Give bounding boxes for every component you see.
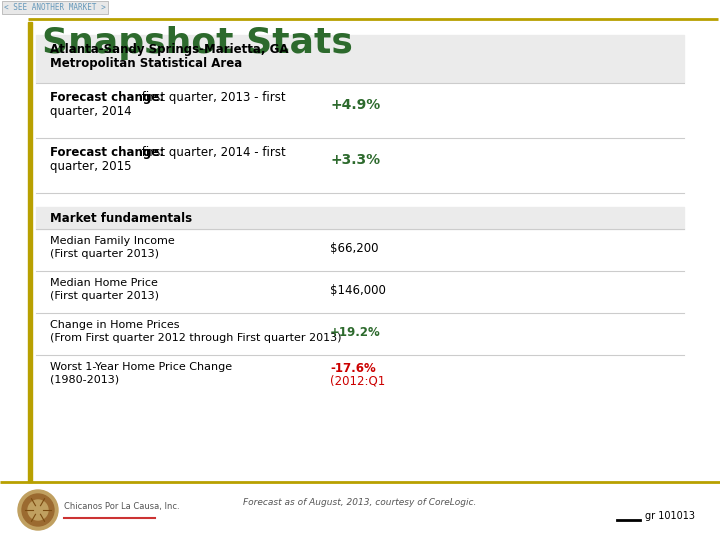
Text: Atlanta-Sandy Springs-Marietta, GA: Atlanta-Sandy Springs-Marietta, GA [50, 43, 289, 56]
Text: Snapshot Stats: Snapshot Stats [42, 26, 353, 60]
Text: (First quarter 2013): (First quarter 2013) [50, 291, 159, 301]
Bar [36, 207, 684, 229]
Text: $146,000: $146,000 [330, 284, 386, 297]
Text: (1980-2013): (1980-2013) [50, 375, 119, 385]
Text: -17.6%: -17.6% [330, 362, 376, 375]
Text: Change in Home Prices: Change in Home Prices [50, 320, 179, 330]
Text: (2012:Q1: (2012:Q1 [330, 375, 385, 388]
Text: $66,200: $66,200 [330, 242, 379, 255]
Text: (First quarter 2013): (First quarter 2013) [50, 249, 159, 259]
Text: +4.9%: +4.9% [330, 98, 380, 112]
Bar [36, 35, 684, 82]
Text: Metropolitan Statistical Area: Metropolitan Statistical Area [50, 57, 242, 70]
Text: < SEE ANOTHER MARKET >: < SEE ANOTHER MARKET > [4, 3, 106, 12]
Text: Chicanos Por La Causa, Inc.: Chicanos Por La Causa, Inc. [64, 503, 179, 511]
Text: Forecast change:: Forecast change: [50, 91, 164, 104]
Text: Worst 1-Year Home Price Change: Worst 1-Year Home Price Change [50, 362, 232, 372]
Text: quarter, 2014: quarter, 2014 [50, 105, 132, 118]
Text: quarter, 2015: quarter, 2015 [50, 160, 132, 173]
Text: +19.2%: +19.2% [330, 326, 381, 339]
Text: Median Home Price: Median Home Price [50, 278, 158, 288]
Text: first quarter, 2014 - first: first quarter, 2014 - first [138, 146, 286, 159]
Circle shape [18, 490, 58, 530]
Circle shape [22, 494, 54, 526]
Text: first quarter, 2013 - first: first quarter, 2013 - first [138, 91, 286, 104]
Text: Forecast as of August, 2013, courtesy of CoreLogic.: Forecast as of August, 2013, courtesy of… [243, 498, 477, 507]
Text: Forecast change:: Forecast change: [50, 146, 164, 159]
Circle shape [28, 500, 48, 520]
Text: Median Family Income: Median Family Income [50, 236, 175, 246]
Bar [28, 22, 32, 482]
Text: +3.3%: +3.3% [330, 153, 380, 167]
Text: gr 101013: gr 101013 [645, 511, 695, 521]
Text: Market fundamentals: Market fundamentals [50, 212, 192, 225]
Text: (From First quarter 2012 through First quarter 2013): (From First quarter 2012 through First q… [50, 333, 341, 343]
